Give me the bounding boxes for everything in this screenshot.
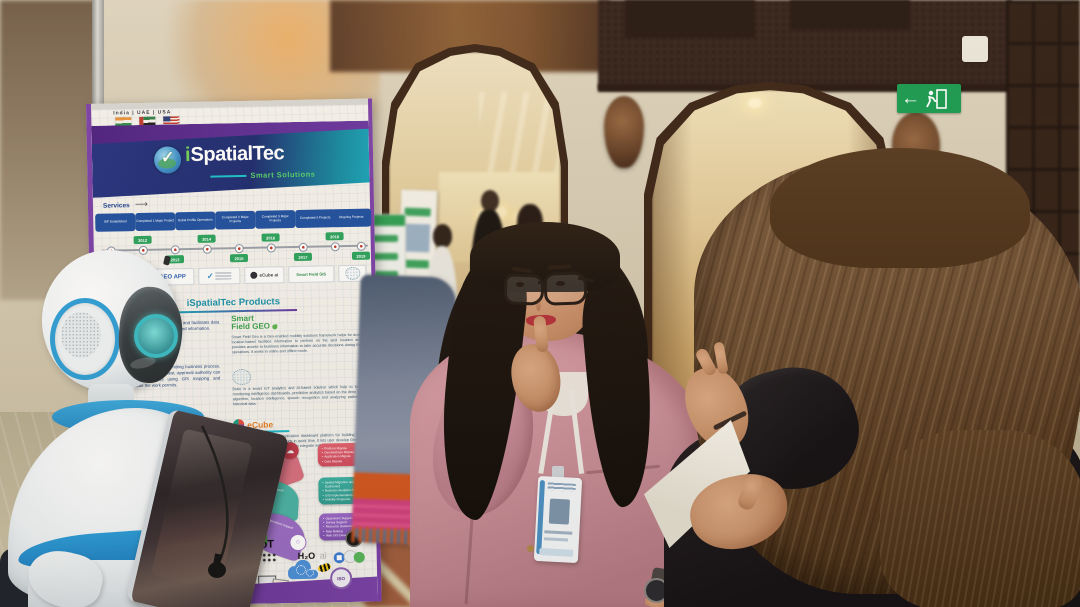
milestone-box: Dubai Profile Operations — [175, 211, 216, 231]
timeline-year: 2015 — [229, 253, 249, 263]
tagline-rule — [210, 175, 246, 178]
timeline-dot — [170, 245, 180, 255]
check-logo-chip: ✓ — [198, 267, 241, 285]
brand-tagline: Smart Solutions — [250, 169, 316, 180]
exhibitor-eye-right — [556, 281, 565, 286]
lanyard-clip — [552, 466, 564, 479]
check-icon: ✓ — [160, 149, 175, 167]
timeline-dot — [330, 242, 340, 252]
id-badge — [533, 475, 583, 564]
cube-glyph — [336, 555, 342, 561]
lattice-frame-panel-2 — [790, 0, 910, 30]
timeline-year: 2016 — [261, 233, 280, 242]
cloud-computing-icon — [286, 558, 320, 581]
badge-photo — [548, 498, 571, 525]
robot-microphone-cable — [200, 425, 229, 578]
suit-man-head — [481, 190, 499, 212]
usa-flag — [163, 116, 180, 126]
leaf-dot-icon — [271, 324, 278, 330]
timeline-year: 2012 — [133, 235, 152, 245]
exhibitor-eye-left — [516, 282, 524, 287]
ecube-ai-dot-icon — [250, 271, 258, 279]
smart-field-gis-label: Smart Field GIS — [296, 271, 327, 277]
wall-left-corner — [0, 0, 100, 300]
exhibitor-nose-shadow — [536, 296, 541, 311]
bullet-icon: • — [322, 480, 324, 485]
timeline-dot — [356, 241, 366, 251]
brand-name: SpatialTec — [190, 142, 285, 167]
smart-field-geo-logo: Smart Field GEO — [231, 314, 278, 332]
badge-name-line — [544, 530, 573, 535]
services-label: Services — [102, 202, 130, 210]
bullet-icon: • — [323, 533, 325, 538]
service-item: Mobility Programs — [325, 496, 351, 502]
robot-eye-camera — [134, 314, 178, 358]
services-arrow-icon: ⟶ — [134, 198, 148, 210]
attendee-hair-lower — [880, 430, 1080, 607]
timeline-dot — [234, 243, 244, 254]
poster-photo-block — [403, 223, 431, 253]
green-board-row-1 — [360, 235, 398, 242]
brand-wordmark: iSpatialTec — [185, 142, 285, 167]
check-chip-lines — [215, 272, 232, 280]
brain-description: Brain is a smart IoT analytics and AI-ba… — [232, 384, 371, 407]
exhibitor-glasses-bridge — [538, 281, 546, 284]
exit-arrow-icon: ← — [901, 88, 920, 109]
badge-title-line — [543, 537, 569, 542]
poster-green-row-1 — [404, 207, 431, 217]
uae-flag — [139, 116, 156, 126]
green-board-header — [355, 215, 405, 226]
badge-footer-bar — [539, 548, 574, 557]
usa-flag-canton — [163, 116, 171, 122]
exit-runner-icon — [926, 88, 947, 109]
milestone-box: Completed 1 Major Project — [135, 212, 176, 232]
poster-green-row-2 — [402, 259, 429, 269]
globe-check-logo: ✓ — [154, 146, 182, 174]
smart-field-geo-description: Smart Field Geo is a Geo-enabled mobilit… — [231, 332, 370, 355]
brain-icon — [344, 266, 360, 281]
bullet-icon: • — [321, 459, 324, 464]
bronze-sconce-left — [604, 96, 644, 168]
service-item: Data Migrate — [324, 458, 343, 464]
robot-ear-speaker-grille — [61, 312, 101, 358]
ecube-ai-chip-label: eCube ai — [259, 272, 279, 278]
milestone-box: Completed 2 Major Projects — [215, 210, 256, 230]
ecube-ai-logo-chip: eCube ai — [244, 266, 285, 284]
milestone-box: Completed 4 Projects — [295, 209, 336, 229]
badge-blue-swoosh — [536, 480, 546, 555]
india-flag — [115, 117, 132, 127]
timeline-year: 2019 — [351, 251, 371, 260]
check-chip-glyph: ✓ — [206, 271, 214, 281]
alcove-ceiling-light — [748, 98, 762, 108]
timeline-year: 2017 — [293, 252, 313, 262]
light-switch-plate — [962, 36, 988, 62]
lattice-frame-panel-1 — [625, 0, 755, 38]
timeline-year: 2014 — [197, 234, 216, 243]
exhibitor-jacket-button — [527, 545, 534, 552]
milestone-box: ISP Established — [95, 213, 136, 232]
green-board-row-2 — [360, 253, 398, 260]
exhibitor-hair-top — [470, 222, 620, 292]
smart-field-gis-chip: Smart Field GIS — [288, 265, 335, 284]
exit-sign: ← — [897, 84, 961, 113]
milestone-box: Completed 3 Major Projects — [255, 210, 296, 229]
attendee-hair-crown — [770, 148, 1030, 268]
visitor-head — [433, 224, 452, 248]
badge-header-lines — [547, 482, 576, 492]
timeline-year: 2018 — [325, 232, 344, 241]
milestone-box: Ongoing Projects — [331, 208, 372, 228]
timeline-dot — [266, 243, 276, 253]
bee-wing — [318, 559, 327, 566]
bullet-icon: • — [322, 497, 324, 502]
smart-field-geo-line2: Field GEO — [231, 321, 271, 332]
